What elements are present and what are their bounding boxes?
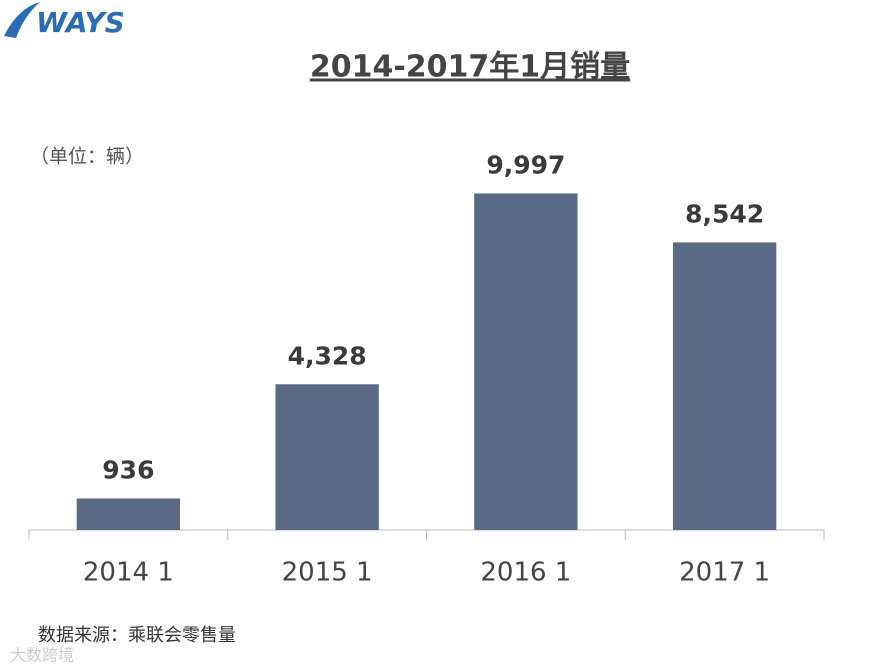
bar xyxy=(474,193,578,530)
logo: WAYS xyxy=(36,6,125,39)
value-label: 936 xyxy=(102,455,154,484)
value-label: 4,328 xyxy=(288,341,367,370)
chart-title: 2014-2017年1月销量 xyxy=(310,50,630,85)
bar xyxy=(76,498,181,530)
watermark: 大数跨境 xyxy=(10,646,74,665)
x-tick-label: 2014 1 xyxy=(83,558,174,588)
x-tick-label: 2017 1 xyxy=(679,558,770,588)
x-tick-label: 2015 1 xyxy=(282,558,373,588)
value-label: 8,542 xyxy=(685,199,764,228)
source-note: 数据来源：乘联会零售量 xyxy=(38,625,236,646)
unit-label: （单位：辆） xyxy=(30,146,144,168)
logo-swoosh xyxy=(4,2,40,38)
x-tick-label: 2016 1 xyxy=(480,558,571,588)
bar xyxy=(275,384,379,530)
bar xyxy=(672,242,777,531)
value-label: 9,997 xyxy=(486,150,565,179)
